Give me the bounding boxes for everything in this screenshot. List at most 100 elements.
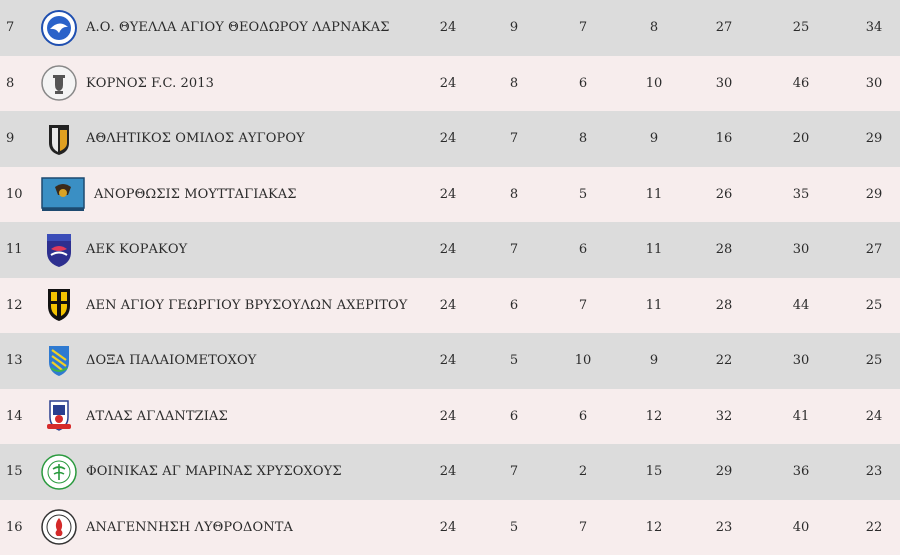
- avgorou-crest-icon: [40, 120, 78, 158]
- goals-against-cell: 30: [781, 333, 821, 389]
- team-name-link[interactable]: ΚΟΡΝΟΣ F.C. 2013: [86, 76, 214, 91]
- team-cell: Α.Ο. ΘΥΕΛΛΑ ΑΓΙΟΥ ΘΕΟΔΩΡΟΥ ΛΑΡΝΑΚΑΣ: [40, 0, 420, 56]
- position-cell: 9: [6, 111, 36, 167]
- played-cell: 24: [428, 56, 468, 112]
- played-cell: 24: [428, 333, 468, 389]
- position-cell: 15: [6, 444, 36, 500]
- points-cell: 30: [854, 56, 894, 112]
- team-name-link[interactable]: ΑΝΟΡΘΩΣΙΣ ΜΟΥΤΤΑΓΙΑΚΑΣ: [94, 187, 297, 202]
- table-row[interactable]: 14 ΑΤΛΑΣ ΑΓΛΑΝΤΖΙΑΣ 24 6 6 12 32 41 24: [0, 389, 900, 445]
- won-cell: 5: [494, 500, 534, 555]
- table-row[interactable]: 16 ΑΝΑΓΕΝΝΗΣΗ ΛΥΘΡΟΔΟΝΤΑ 24 5 7 12 23 40…: [0, 500, 900, 555]
- lost-cell: 12: [634, 500, 674, 555]
- points-cell: 34: [854, 0, 894, 56]
- team-name-link[interactable]: ΑΤΛΑΣ ΑΓΛΑΝΤΖΙΑΣ: [86, 409, 228, 424]
- anorthosis-crest-icon: [40, 175, 86, 213]
- atlas-crest-icon: [40, 397, 78, 435]
- team-cell: ΑΕΝ ΑΓΙΟΥ ΓΕΩΡΓΙΟΥ ΒΡΥΣΟΥΛΩΝ ΑΧΕΡΙΤΟΥ: [40, 278, 420, 334]
- goals-for-cell: 30: [704, 56, 744, 112]
- kornos-crest-icon: [40, 64, 78, 102]
- points-cell: 24: [854, 389, 894, 445]
- table-row[interactable]: 9 ΑΘΛΗΤΙΚΟΣ ΟΜΙΛΟΣ ΑΥΓΟΡΟΥ 24 7 8 9 16 2…: [0, 111, 900, 167]
- thyella-crest-icon: [40, 9, 78, 47]
- points-cell: 29: [854, 167, 894, 223]
- drawn-cell: 6: [563, 389, 603, 445]
- played-cell: 24: [428, 222, 468, 278]
- table-row[interactable]: 13 ΔΟΞΑ ΠΑΛΑΙΟΜΕΤΟΧΟΥ 24 5 10 9 22 30 25: [0, 333, 900, 389]
- played-cell: 24: [428, 444, 468, 500]
- lost-cell: 11: [634, 278, 674, 334]
- table-row[interactable]: 8 ΚΟΡΝΟΣ F.C. 2013 24 8 6 10 30 46 30: [0, 56, 900, 112]
- drawn-cell: 10: [563, 333, 603, 389]
- table-row[interactable]: 15 ΦΟΙΝΙΚΑΣ ΑΓ ΜΑΡΙΝΑΣ ΧΡΥΣΟΧΟΥΣ 24 7 2 …: [0, 444, 900, 500]
- goals-against-cell: 44: [781, 278, 821, 334]
- lost-cell: 9: [634, 111, 674, 167]
- drawn-cell: 6: [563, 222, 603, 278]
- drawn-cell: 2: [563, 444, 603, 500]
- won-cell: 8: [494, 167, 534, 223]
- goals-against-cell: 30: [781, 222, 821, 278]
- drawn-cell: 5: [563, 167, 603, 223]
- team-cell: ΑΝΑΓΕΝΝΗΣΗ ΛΥΘΡΟΔΟΝΤΑ: [40, 500, 420, 555]
- won-cell: 7: [494, 444, 534, 500]
- goals-against-cell: 25: [781, 0, 821, 56]
- table-row[interactable]: 11 ΑΕΚ ΚΟΡΑΚΟΥ 24 7 6 11 28 30 27: [0, 222, 900, 278]
- won-cell: 6: [494, 389, 534, 445]
- aen-crest-icon: [40, 286, 78, 324]
- doxa-crest-icon: [40, 342, 78, 380]
- team-name-link[interactable]: ΑΝΑΓΕΝΝΗΣΗ ΛΥΘΡΟΔΟΝΤΑ: [86, 520, 293, 535]
- lost-cell: 9: [634, 333, 674, 389]
- lost-cell: 8: [634, 0, 674, 56]
- played-cell: 24: [428, 111, 468, 167]
- drawn-cell: 8: [563, 111, 603, 167]
- played-cell: 24: [428, 389, 468, 445]
- lost-cell: 10: [634, 56, 674, 112]
- goals-for-cell: 29: [704, 444, 744, 500]
- goals-against-cell: 36: [781, 444, 821, 500]
- lost-cell: 11: [634, 167, 674, 223]
- team-name-link[interactable]: Α.Ο. ΘΥΕΛΛΑ ΑΓΙΟΥ ΘΕΟΔΩΡΟΥ ΛΑΡΝΑΚΑΣ: [86, 20, 390, 35]
- table-row[interactable]: 12 ΑΕΝ ΑΓΙΟΥ ΓΕΩΡΓΙΟΥ ΒΡΥΣΟΥΛΩΝ ΑΧΕΡΙΤΟΥ…: [0, 278, 900, 334]
- position-cell: 12: [6, 278, 36, 334]
- position-cell: 16: [6, 500, 36, 555]
- team-name-link[interactable]: ΑΕΚ ΚΟΡΑΚΟΥ: [86, 242, 187, 257]
- position-cell: 13: [6, 333, 36, 389]
- drawn-cell: 7: [563, 278, 603, 334]
- goals-for-cell: 28: [704, 222, 744, 278]
- aek-korakou-crest-icon: [40, 231, 78, 269]
- team-name-link[interactable]: ΦΟΙΝΙΚΑΣ ΑΓ ΜΑΡΙΝΑΣ ΧΡΥΣΟΧΟΥΣ: [86, 464, 342, 479]
- goals-against-cell: 41: [781, 389, 821, 445]
- team-cell: ΔΟΞΑ ΠΑΛΑΙΟΜΕΤΟΧΟΥ: [40, 333, 420, 389]
- won-cell: 6: [494, 278, 534, 334]
- table-row[interactable]: 7 Α.Ο. ΘΥΕΛΛΑ ΑΓΙΟΥ ΘΕΟΔΩΡΟΥ ΛΑΡΝΑΚΑΣ 24…: [0, 0, 900, 56]
- played-cell: 24: [428, 278, 468, 334]
- won-cell: 7: [494, 111, 534, 167]
- goals-for-cell: 28: [704, 278, 744, 334]
- goals-against-cell: 40: [781, 500, 821, 555]
- played-cell: 24: [428, 167, 468, 223]
- drawn-cell: 7: [563, 500, 603, 555]
- points-cell: 25: [854, 278, 894, 334]
- anagennisi-crest-icon: [40, 508, 78, 546]
- lost-cell: 15: [634, 444, 674, 500]
- team-name-link[interactable]: ΑΕΝ ΑΓΙΟΥ ΓΕΩΡΓΙΟΥ ΒΡΥΣΟΥΛΩΝ ΑΧΕΡΙΤΟΥ: [86, 298, 407, 313]
- team-name-link[interactable]: ΑΘΛΗΤΙΚΟΣ ΟΜΙΛΟΣ ΑΥΓΟΡΟΥ: [86, 131, 305, 146]
- points-cell: 25: [854, 333, 894, 389]
- position-cell: 8: [6, 56, 36, 112]
- position-cell: 14: [6, 389, 36, 445]
- points-cell: 29: [854, 111, 894, 167]
- points-cell: 23: [854, 444, 894, 500]
- table-row[interactable]: 10 ΑΝΟΡΘΩΣΙΣ ΜΟΥΤΤΑΓΙΑΚΑΣ 24 8 5 11 26 3…: [0, 167, 900, 223]
- position-cell: 7: [6, 0, 36, 56]
- points-cell: 27: [854, 222, 894, 278]
- team-cell: ΑΝΟΡΘΩΣΙΣ ΜΟΥΤΤΑΓΙΑΚΑΣ: [40, 167, 420, 223]
- team-cell: ΑΘΛΗΤΙΚΟΣ ΟΜΙΛΟΣ ΑΥΓΟΡΟΥ: [40, 111, 420, 167]
- team-cell: ΦΟΙΝΙΚΑΣ ΑΓ ΜΑΡΙΝΑΣ ΧΡΥΣΟΧΟΥΣ: [40, 444, 420, 500]
- won-cell: 5: [494, 333, 534, 389]
- drawn-cell: 7: [563, 0, 603, 56]
- played-cell: 24: [428, 0, 468, 56]
- goals-against-cell: 35: [781, 167, 821, 223]
- goals-for-cell: 16: [704, 111, 744, 167]
- team-name-link[interactable]: ΔΟΞΑ ΠΑΛΑΙΟΜΕΤΟΧΟΥ: [86, 353, 256, 368]
